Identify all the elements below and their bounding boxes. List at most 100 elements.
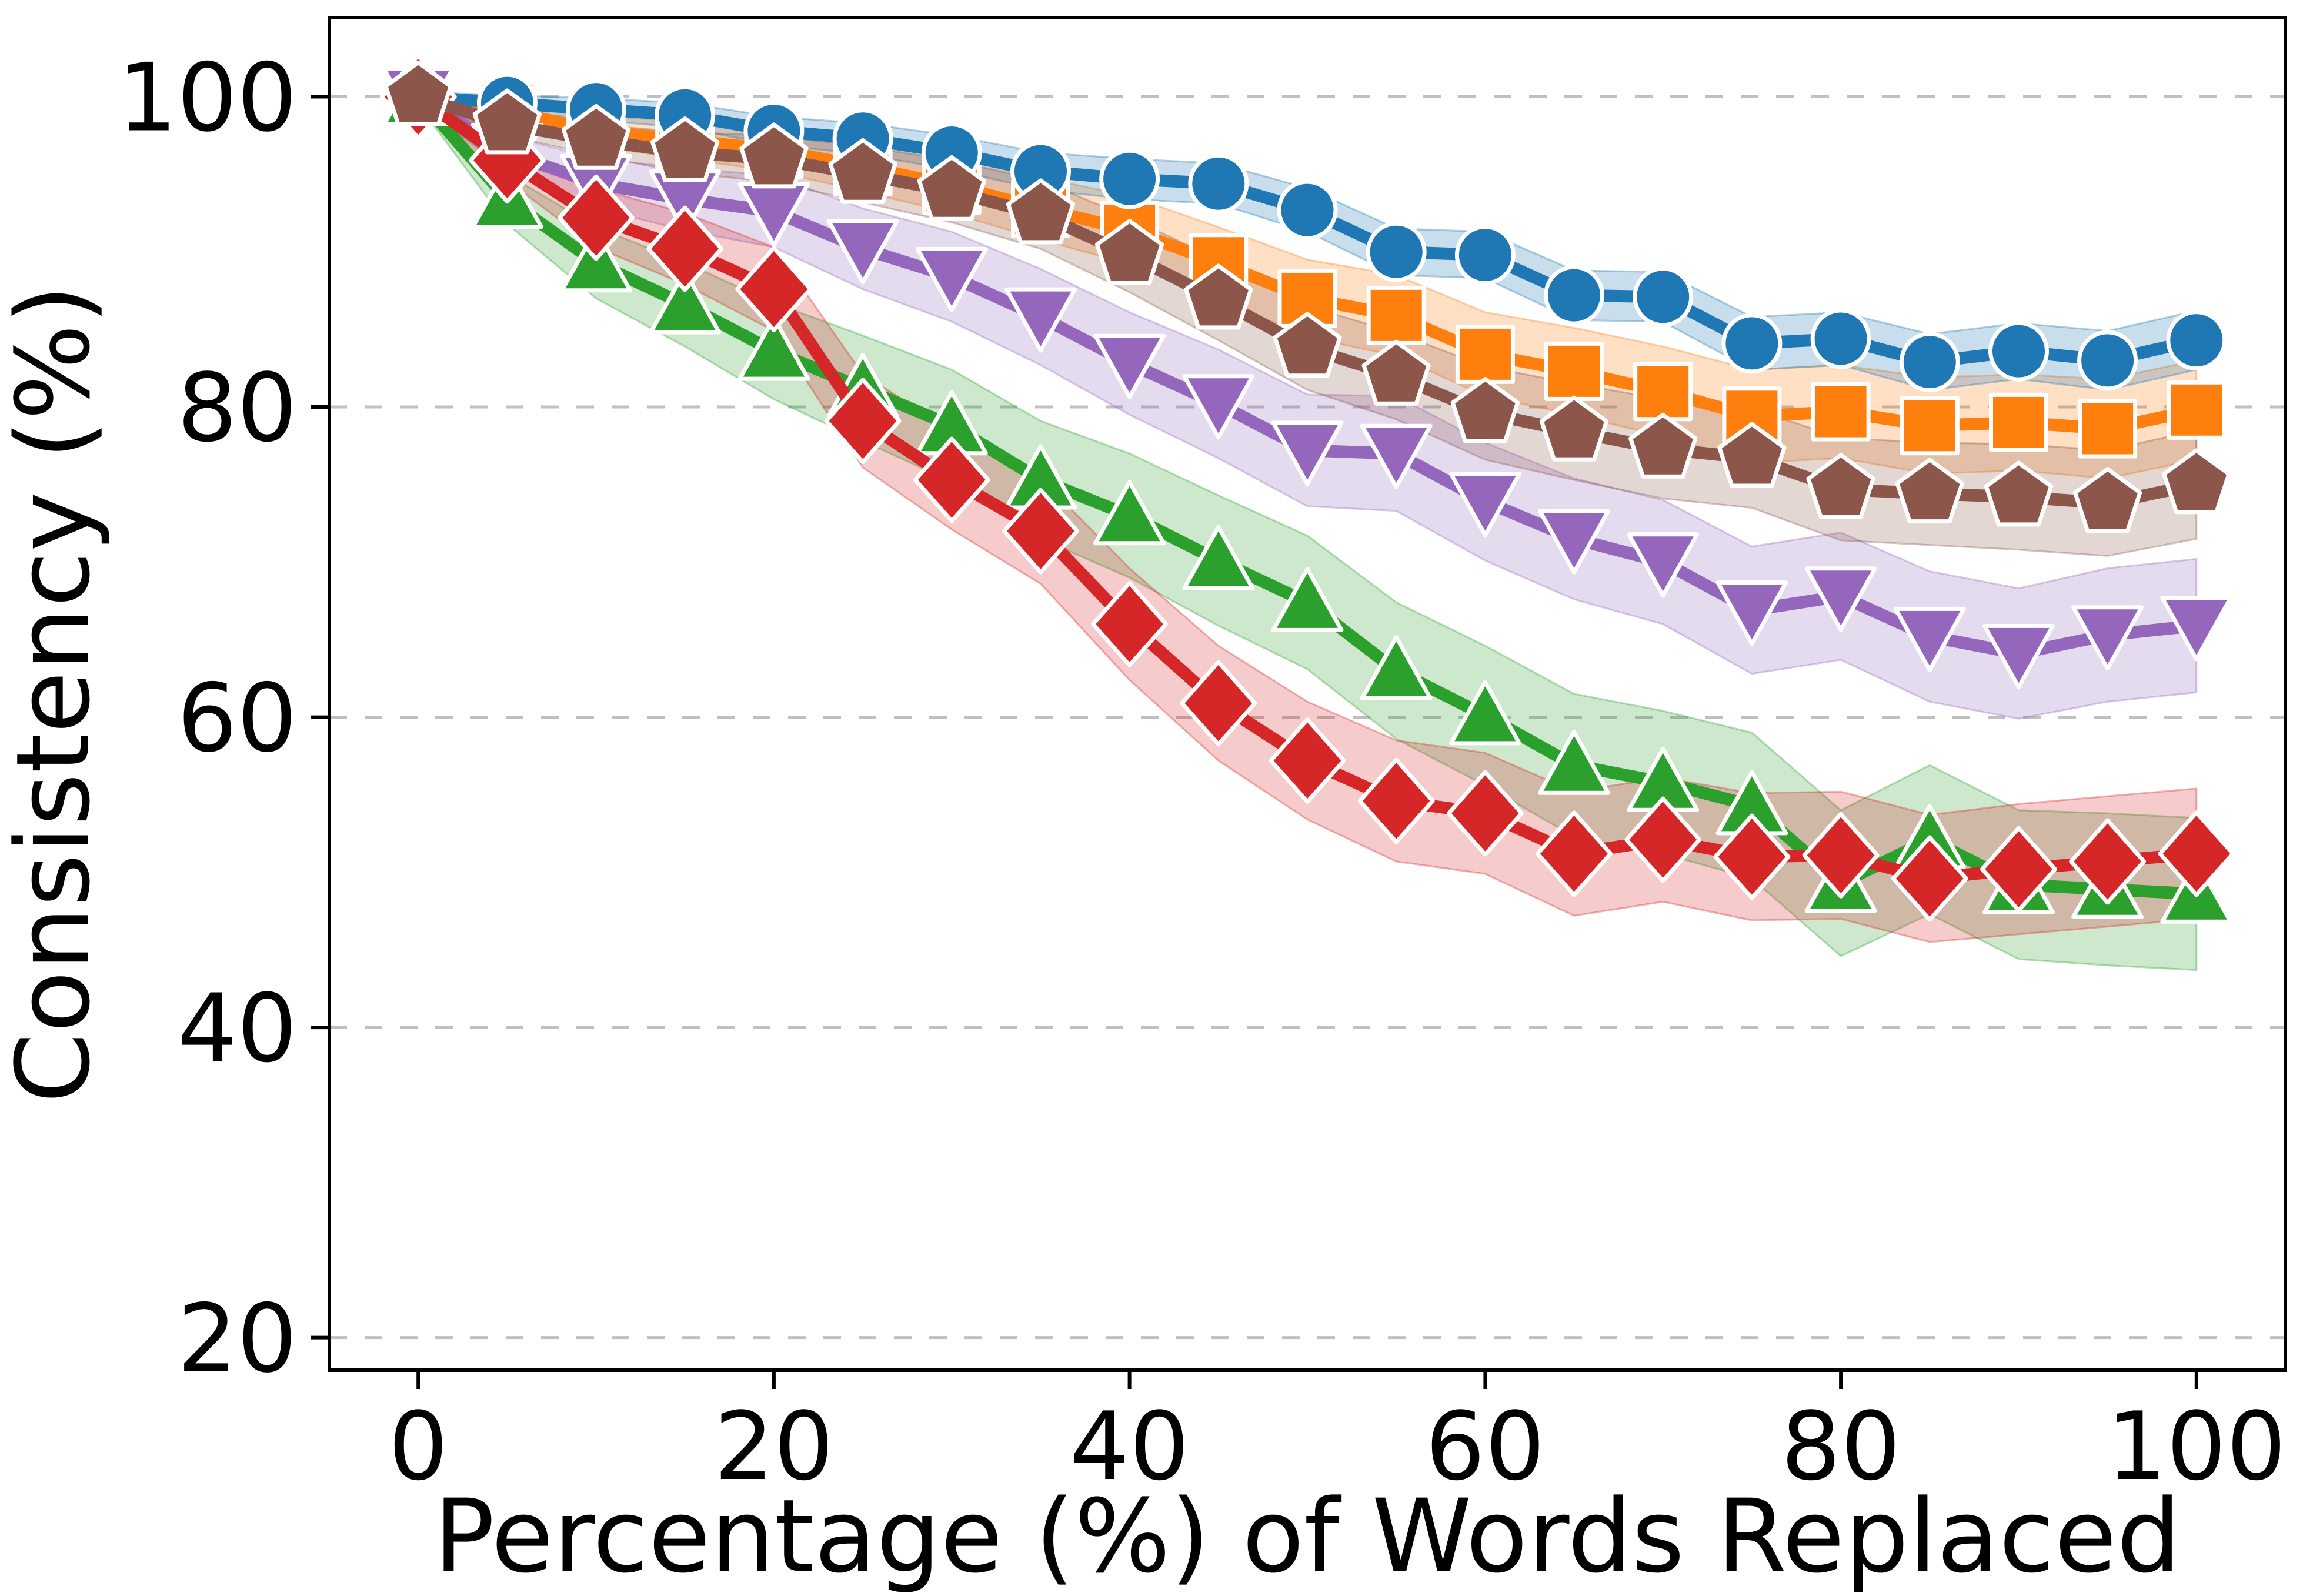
purple-triangle-down-marker-x30 [915,247,988,312]
x-tick-label-60: 60 [1426,1391,1546,1501]
orange-square-marker-x100 [2167,380,2227,440]
brown-pentagon-marker-x0 [383,61,453,126]
red-diamond-series [379,54,2235,922]
brown-pentagon-marker-x35 [1006,178,1076,245]
blue-circle-marker-x60 [1454,225,1516,286]
blue-circle-marker-x45 [1188,153,1249,214]
brown-pentagon-marker-x50 [1273,312,1342,378]
purple-triangle-down-marker-x70 [1627,532,1700,598]
purple-triangle-down-marker-x60 [1448,472,1521,537]
red-diamond-marker-x40 [1091,580,1169,667]
green-triangle-up-marker-x15 [649,269,722,335]
blue-circle-marker-x100 [2166,310,2227,371]
y-tick-label-60: 60 [177,663,297,773]
orange-square-marker-x55 [1366,285,1426,345]
brown-pentagon-marker-x25 [828,138,897,204]
x-axis-label: Percentage (%) of Words Replaced [434,1477,2181,1595]
brown-pentagon-marker-x95 [2072,467,2142,533]
red-diamond-marker-x80 [1802,812,1880,899]
brown-pentagon-marker-x60 [1450,377,1520,443]
y-tick-label-20: 20 [177,1284,297,1394]
blue-circle-marker-x55 [1366,221,1427,282]
brown-pentagon-marker-x65 [1539,395,1609,462]
orange-square-marker-x65 [1544,341,1604,401]
red-diamond-marker-x45 [1180,660,1257,747]
red-diamond-marker-x15 [646,205,724,292]
purple-triangle-down-marker-x100 [2160,596,2233,662]
orange-square-marker-x70 [1633,362,1693,422]
blue-circle-marker-x85 [1899,332,1960,393]
x-tick-label-20: 20 [714,1391,834,1501]
brown-pentagon-marker-x75 [1717,422,1787,488]
purple-triangle-down-marker-x40 [1093,333,1166,399]
green-triangle-up-marker-x20 [737,315,810,381]
purple-triangle-down-marker-x90 [1982,623,2055,689]
blue-circle-marker-x40 [1099,148,1160,209]
orange-square-marker-x80 [1811,382,1871,442]
red-diamond-marker-x55 [1357,757,1435,844]
purple-triangle-down-marker-x35 [1004,287,1077,353]
green-triangle-up-marker-x45 [1182,525,1255,590]
brown-pentagon-series [383,61,2231,533]
blue-circle-marker-x80 [1810,308,1871,369]
blue-circle-marker-x90 [1988,320,2049,382]
brown-pentagon-marker-x90 [1984,460,2054,527]
brown-pentagon-marker-x80 [1806,453,1875,519]
blue-circle-marker-x50 [1277,179,1338,241]
red-diamond-marker-x65 [1536,810,1613,897]
purple-triangle-down-marker-x85 [1893,606,1966,672]
x-tick-label-40: 40 [1070,1391,1190,1501]
brown-pentagon-marker-x45 [1184,263,1253,330]
brown-pentagon-marker-x5 [472,88,542,155]
red-diamond-marker-x50 [1269,717,1346,804]
red-diamond-marker-x30 [913,436,990,523]
brown-pentagon-marker-x85 [1895,458,1964,524]
red-diamond-marker-x90 [1980,826,2057,913]
green-triangle-up-marker-x55 [1360,635,1433,700]
green-triangle-up-marker-x40 [1093,480,1166,546]
data-series [379,54,2235,924]
orange-square-marker-x90 [1989,392,2048,452]
blue-circle-marker-x75 [1721,313,1783,374]
red-diamond-marker-x35 [1002,488,1079,575]
x-tick-label-80: 80 [1781,1391,1901,1501]
brown-pentagon-marker-x15 [650,116,720,182]
red-diamond-marker-x25 [824,378,902,465]
red-diamond-marker-x85 [1891,835,1968,922]
axes: 0 20 40 60 80 100 20 40 60 80 100 [118,16,2287,1501]
green-triangle-up-marker-x60 [1448,680,1521,746]
purple-triangle-down-marker-x95 [2071,605,2144,671]
red-diamond-marker-x10 [558,174,635,261]
brown-pentagon-marker-x100 [2162,448,2231,515]
y-tick-label-100: 100 [118,43,297,153]
orange-square-marker-x95 [2078,399,2138,459]
x-tick-label-0: 0 [388,1391,448,1501]
brown-pentagon-marker-x70 [1628,412,1698,479]
y-axis-label: Consistency (%) [0,285,112,1103]
orange-square-marker-x85 [1900,396,1960,456]
red-diamond-marker-x5 [468,117,546,204]
red-diamond-marker-x100 [2158,810,2235,897]
x-tick-label-100: 100 [2107,1391,2286,1501]
purple-triangle-down-marker-x65 [1538,509,1610,575]
purple-triangle-down-marker-x80 [1804,566,1877,632]
red-diamond-marker-x75 [1713,813,1791,900]
purple-triangle-down-marker-x25 [826,219,899,285]
green-triangle-up-marker-x65 [1538,729,1610,795]
green-triangle-up-marker-x50 [1271,566,1344,632]
red-diamond-marker-x20 [735,246,813,333]
orange-square-marker-x60 [1455,324,1515,384]
y-tick-label-40: 40 [177,973,297,1083]
blue-circle-marker-x95 [2077,330,2138,391]
red-diamond-marker-x60 [1446,770,1524,857]
brown-pentagon-marker-x30 [917,155,986,221]
purple-triangle-down-marker-x45 [1182,374,1255,440]
purple-triangle-down-marker-x55 [1360,423,1433,489]
red-diamond-marker-x70 [1624,796,1702,883]
brown-pentagon-marker-x55 [1361,339,1431,406]
blue-circle-marker-x65 [1544,265,1604,326]
red-diamond-marker-x95 [2069,818,2147,905]
brown-pentagon-marker-x40 [1094,219,1164,285]
